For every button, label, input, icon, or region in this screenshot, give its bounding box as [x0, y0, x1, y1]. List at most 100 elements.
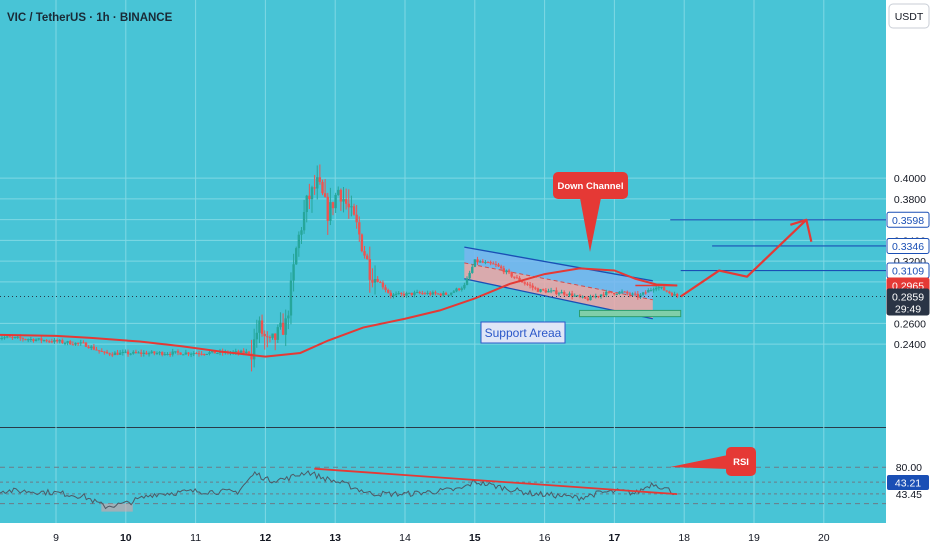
- candle-body: [87, 347, 89, 348]
- candle-body: [27, 339, 29, 340]
- candle-body: [505, 270, 507, 272]
- candle-body: [397, 293, 399, 294]
- candle-body: [316, 177, 318, 188]
- candle-body: [6, 336, 8, 337]
- price-label-value: 0.3598: [892, 215, 924, 227]
- candle-body: [479, 261, 481, 262]
- candle-body: [658, 287, 660, 288]
- candle-body: [602, 295, 604, 296]
- price-label-value: 0.2859: [892, 292, 924, 304]
- bar-countdown: 29:49: [895, 304, 921, 316]
- time-tick-label: 16: [539, 532, 551, 544]
- candle-body: [416, 292, 418, 293]
- candle-body: [172, 351, 174, 354]
- candle-body: [345, 199, 347, 204]
- candle-body: [179, 353, 181, 355]
- candle-body: [605, 292, 607, 295]
- rsi-tick-label: 43.45: [896, 489, 922, 501]
- candle-body: [161, 352, 163, 355]
- time-tick-label: 10: [120, 532, 132, 544]
- candle-body: [53, 340, 55, 342]
- candle-body: [98, 350, 100, 351]
- candle-body: [119, 353, 121, 355]
- candle-body: [321, 182, 323, 193]
- candle-body: [387, 290, 389, 293]
- candle-body: [95, 350, 97, 351]
- candle-body: [587, 299, 589, 301]
- candle-body: [574, 296, 576, 297]
- candle-body: [348, 204, 350, 208]
- support-callout[interactable]: Support Areaa: [481, 322, 565, 343]
- candle-body: [82, 342, 84, 343]
- candle-body: [116, 353, 118, 355]
- candle-body: [376, 279, 378, 282]
- candle-body: [671, 293, 673, 296]
- rsi-tick-label: 80.00: [896, 462, 922, 474]
- candle-body: [629, 293, 631, 294]
- candle-body: [618, 292, 620, 294]
- candle-body: [532, 286, 534, 288]
- candle-body: [208, 352, 210, 354]
- time-tick-label: 9: [53, 532, 59, 544]
- candle-body: [500, 266, 502, 268]
- candle-body: [369, 259, 371, 280]
- candle-body: [72, 344, 74, 345]
- candle-body: [32, 339, 34, 341]
- candle-body: [156, 353, 158, 354]
- candle-body: [313, 187, 315, 188]
- support-zone[interactable]: [580, 310, 681, 316]
- candle-body: [306, 196, 308, 212]
- candle-body: [597, 296, 599, 297]
- candle-body: [503, 268, 505, 272]
- rsi-callout-label: RSI: [733, 457, 749, 468]
- candle-body: [413, 292, 415, 294]
- candle-body: [616, 294, 618, 295]
- candle-body: [298, 235, 300, 248]
- candle-body: [261, 320, 263, 333]
- candle-body: [69, 341, 71, 344]
- candle-body: [450, 293, 452, 295]
- candle-body: [474, 259, 476, 267]
- candle-body: [277, 327, 279, 340]
- candle-body: [442, 293, 444, 296]
- candle-body: [137, 352, 139, 353]
- candle-body: [143, 353, 145, 354]
- candle-body: [353, 206, 355, 214]
- candle-body: [476, 259, 478, 262]
- candle-body: [358, 222, 360, 234]
- candle-body: [193, 353, 195, 354]
- candle-body: [374, 279, 376, 283]
- candle-body: [384, 287, 386, 290]
- support-label: Support Areaa: [485, 326, 562, 340]
- candle-body: [114, 353, 116, 355]
- candle-body: [668, 292, 670, 293]
- candle-body: [673, 294, 675, 296]
- candle-body: [621, 292, 623, 293]
- candle-body: [663, 287, 665, 290]
- candle-body: [153, 352, 155, 354]
- candle-body: [195, 353, 197, 354]
- candle-body: [550, 290, 552, 291]
- candle-body: [334, 195, 336, 208]
- candle-body: [35, 340, 37, 341]
- candle-body: [198, 353, 200, 354]
- down-channel-label: Down Channel: [558, 181, 624, 192]
- candle-body: [266, 336, 268, 337]
- candle-body: [269, 337, 271, 338]
- candle-body: [545, 290, 547, 292]
- candle-body: [285, 318, 287, 334]
- candle-body: [14, 337, 16, 338]
- candle-body: [295, 248, 297, 264]
- candle-body: [122, 352, 124, 353]
- candle-body: [66, 341, 68, 343]
- candle-body: [271, 334, 273, 338]
- candle-body: [303, 212, 305, 230]
- candle-body: [1, 338, 3, 339]
- candle-body: [445, 293, 447, 295]
- candle-body: [432, 292, 434, 294]
- candle-body: [169, 354, 171, 355]
- candle-body: [135, 352, 137, 353]
- price-tick-label: 0.4000: [894, 173, 926, 185]
